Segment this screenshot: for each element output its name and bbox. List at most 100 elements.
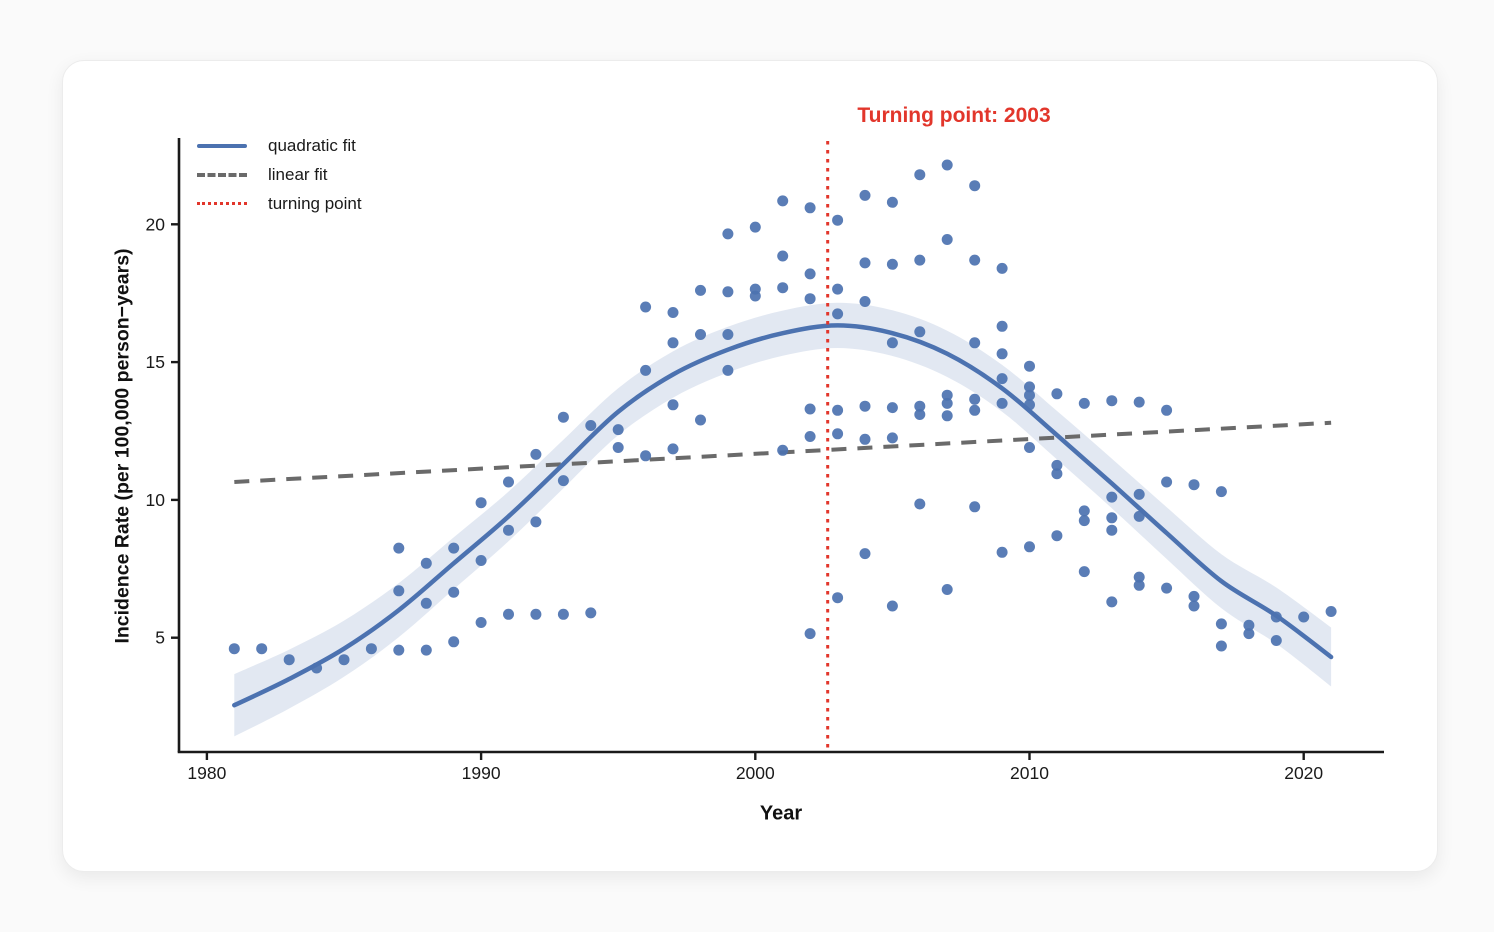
scatter-point [256,643,268,655]
scatter-point [859,257,871,269]
scatter-point [749,283,761,295]
legend-label: turning point [268,193,362,213]
scatter-point [914,169,926,181]
scatter-point [969,501,981,513]
scatter-point [695,284,706,296]
scatter-point [1325,606,1337,617]
scatter-point [1215,618,1227,630]
y-tick-label: 20 [146,214,166,234]
scatter-point [1078,397,1090,409]
scatter-point [1270,635,1282,646]
scatter-point [448,586,460,598]
y-axis-title: Incidence Rate (per 100,000 person−years… [111,248,134,644]
scatter-point [612,442,624,453]
scatter-point [1106,524,1118,536]
scatter-point [1024,541,1035,553]
scatter-point [1188,479,1200,491]
scatter-point [667,337,679,349]
confidence-band [234,302,1332,737]
scatter-point [804,403,816,415]
scatter-point [914,326,926,338]
scatter-point [640,450,652,462]
dotted-line-swatch-icon [197,202,247,205]
scatter-point [996,373,1008,385]
scatter-point [969,393,981,405]
scatter-point [1243,619,1255,631]
scatter-point [777,195,789,207]
scatter-point [914,498,926,510]
scatter-point [1298,611,1310,623]
scatter-point [1106,491,1118,503]
scatter-point [1078,505,1090,517]
scatter-point [1078,566,1090,578]
scatter-point [832,404,844,416]
scatter-point [914,254,926,266]
x-tick-label: 2000 [736,763,775,783]
scatter-point [1051,530,1063,542]
x-axis-title: Year [759,802,803,825]
scatter-point [832,592,844,604]
scatter-point [283,654,295,666]
quadratic-fit-curve [232,323,1334,708]
scatter-point [338,654,350,666]
legend-item-quadratic-fit: quadratic fit [197,131,362,160]
scatter-point [667,307,679,318]
scatter-point [859,433,871,445]
scatter-point [1024,381,1035,393]
scatter-point [886,432,898,444]
scatter-point [722,329,734,340]
scatter-point [886,196,898,208]
scatter-point [448,636,460,648]
scatter-point [1106,395,1118,407]
scatter-point [1133,396,1145,408]
solid-line-swatch-icon [197,143,247,148]
legend: quadratic fit linear fit turning point [197,131,362,218]
scatter-point [914,409,926,420]
scatter-point [941,410,953,422]
scatter-point [886,337,898,349]
scatter-point [722,228,734,240]
scatter-point [695,329,706,340]
scatter-point [475,617,487,628]
scatter-point [804,293,816,305]
scatter-point [393,644,405,656]
legend-label: quadratic fit [268,135,356,155]
scatter-point [1243,628,1255,640]
scatter-point [1215,486,1227,498]
scatter-point [612,424,624,436]
scatter-point [777,282,789,294]
x-tick-label: 2020 [1284,763,1323,783]
scatter-point [1106,512,1118,524]
legend-item-linear-fit: linear fit [197,160,362,189]
scatter-point [969,180,981,192]
scatter-point [969,337,981,349]
scatter-point [228,643,240,655]
scatter-point [1024,399,1035,411]
scatter-point [969,404,981,416]
scatter-point [1133,579,1145,591]
scatter-point [832,428,844,440]
scatter-point [420,597,432,609]
scatter-point [996,320,1008,332]
y-tick-label: 10 [146,490,166,510]
scatter-point [859,548,871,560]
scatter-point [1188,600,1200,612]
x-tick-label: 1980 [187,763,226,783]
scatter-point [557,608,569,620]
scatter-point [749,221,761,233]
scatter-point [859,400,871,412]
scatter-point [1024,442,1035,453]
scatter-point [1161,582,1173,594]
scatter-point [1051,459,1063,471]
scatter-point [1024,389,1035,401]
chart-plot-area: 5 10 15 20 1980 1990 2000 2010 2020 [146,138,1384,783]
scatter-point [804,628,816,640]
scatter-point [859,189,871,201]
scatter-point [503,476,514,488]
scatter-point [832,283,844,295]
scatter-point [695,414,706,426]
scatter-point [475,497,487,509]
scatter-point [941,159,953,171]
scatter-point [804,431,816,442]
scatter-point [393,585,405,597]
